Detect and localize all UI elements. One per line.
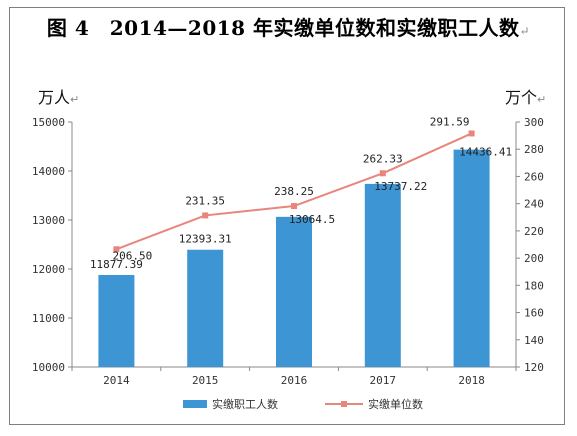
right-axis-tick-label: 300 bbox=[524, 116, 544, 129]
bar bbox=[453, 149, 490, 367]
return-mark-icon: ↵ bbox=[70, 93, 80, 106]
right-axis-tick-label: 160 bbox=[524, 307, 544, 320]
right-axis-tick-label: 180 bbox=[524, 279, 544, 292]
left-axis-tick-label: 10000 bbox=[32, 361, 65, 374]
right-axis-tick-label: 140 bbox=[524, 334, 544, 347]
right-axis-unit: 万个↵ bbox=[505, 84, 546, 108]
line-point bbox=[379, 170, 386, 177]
line-point bbox=[291, 203, 297, 210]
x-axis-tick-label: 2014 bbox=[103, 374, 130, 387]
right-axis-tick-label: 280 bbox=[524, 143, 544, 156]
right-axis-tick-label: 220 bbox=[524, 225, 544, 238]
right-axis-tick-label: 240 bbox=[524, 198, 544, 211]
bar bbox=[98, 275, 135, 367]
right-axis-tick-label: 120 bbox=[524, 361, 544, 374]
line-point bbox=[468, 130, 475, 137]
line-point bbox=[113, 246, 120, 253]
right-axis-tick-label: 260 bbox=[524, 170, 544, 183]
x-axis-tick-label: 2015 bbox=[192, 374, 219, 387]
x-axis-tick-label: 2017 bbox=[370, 374, 397, 387]
legend-bar-swatch bbox=[183, 400, 207, 408]
line-data-label: 238.25 bbox=[274, 185, 314, 198]
left-axis-unit-text: 万人 bbox=[38, 88, 71, 107]
line-data-label: 231.35 bbox=[185, 194, 225, 207]
bar-data-label: 13737.22 bbox=[374, 180, 427, 193]
left-axis-tick-label: 11000 bbox=[32, 312, 65, 325]
bar-data-label: 13064.5 bbox=[289, 213, 335, 226]
left-axis-unit: 万人↵ bbox=[38, 84, 79, 108]
bar-data-label: 14436.41 bbox=[459, 146, 512, 159]
x-axis-tick-label: 2016 bbox=[281, 374, 308, 387]
left-axis-tick-label: 14000 bbox=[32, 165, 65, 178]
return-mark-icon: ↵ bbox=[537, 93, 547, 106]
line-data-label: 206.50 bbox=[113, 249, 153, 262]
bar bbox=[364, 183, 401, 367]
legend-line-label: 实缴单位数 bbox=[368, 397, 423, 411]
left-axis-tick-label: 13000 bbox=[32, 214, 65, 227]
line-data-label: 291.59 bbox=[430, 115, 470, 128]
left-axis-tick-label: 12000 bbox=[32, 263, 65, 276]
chart-frame bbox=[9, 7, 565, 425]
right-axis-unit-text: 万个 bbox=[505, 88, 538, 107]
x-axis-tick-label: 2018 bbox=[458, 374, 485, 387]
bar bbox=[276, 216, 312, 367]
chart-title-text: 图 4 2014—2018 年实缴单位数和实缴职工人数 bbox=[46, 16, 520, 40]
chart-title: 图 4 2014—2018 年实缴单位数和实缴职工人数↵ bbox=[0, 12, 577, 41]
left-axis-tick-label: 15000 bbox=[32, 116, 65, 129]
bar bbox=[187, 249, 224, 367]
right-axis-tick-label: 200 bbox=[524, 252, 544, 265]
line-data-label: 262.33 bbox=[363, 152, 403, 165]
return-mark-icon: ↵ bbox=[519, 24, 531, 38]
line-point bbox=[202, 212, 209, 219]
legend-line-marker bbox=[341, 401, 347, 407]
bar-data-label: 12393.31 bbox=[179, 233, 232, 246]
bar-data-label: 11877.39 bbox=[90, 258, 143, 271]
legend-bar-label: 实缴职工人数 bbox=[212, 397, 278, 411]
